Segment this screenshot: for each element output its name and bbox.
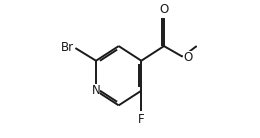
Text: N: N: [92, 84, 100, 97]
Text: Br: Br: [61, 41, 74, 54]
Text: F: F: [138, 113, 145, 126]
Text: O: O: [159, 3, 168, 16]
Text: O: O: [183, 51, 192, 64]
